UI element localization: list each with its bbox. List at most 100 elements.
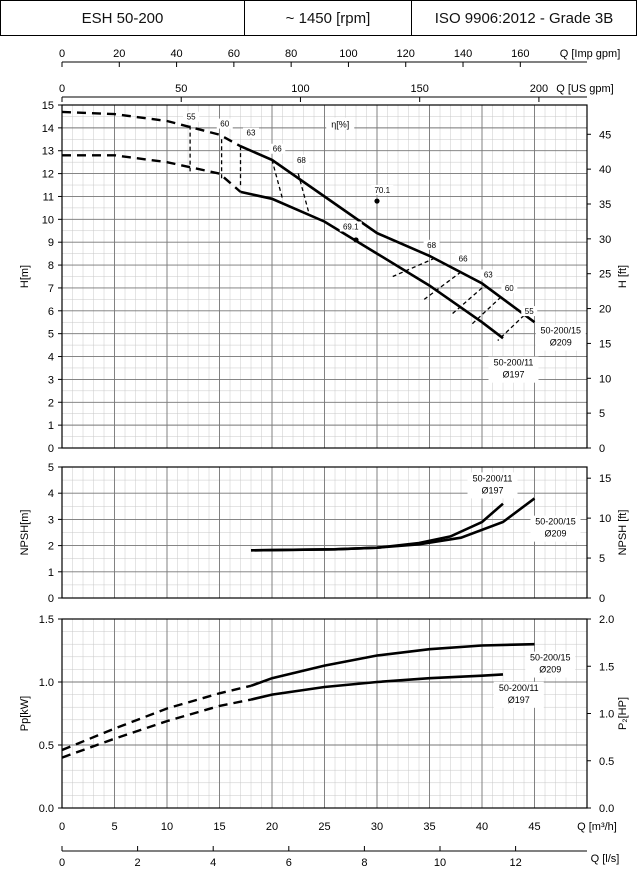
y-tick-label: 13	[42, 146, 54, 158]
x-axis-label: Q [m³/h]	[577, 821, 617, 833]
efficiency-label-bg	[521, 306, 538, 317]
best-efficiency-point	[374, 198, 380, 204]
imp-gpm-tick-label: 0	[59, 48, 65, 60]
y-axis-label: NPSH[m]	[19, 510, 31, 556]
y-tick-label: 7	[48, 283, 54, 295]
efficiency-label-bg	[455, 253, 472, 264]
series-label-model: 50-200/11	[473, 473, 513, 483]
lps-tick-label: 4	[210, 857, 216, 869]
y-tick-label: 12	[42, 169, 54, 181]
header-model-text: ESH 50-200	[81, 9, 164, 27]
eta-label: η[%]	[331, 120, 349, 130]
x-tick-label: 40	[476, 821, 488, 833]
y2-tick-label: 15	[599, 338, 611, 350]
power-panel	[58, 618, 591, 809]
series-label-diameter: Ø209	[544, 529, 566, 539]
bep-label-bg	[371, 184, 394, 195]
y-tick-label: 3	[48, 514, 54, 526]
lps-tick-label: 2	[135, 857, 141, 869]
bep-label-bg	[339, 221, 362, 232]
power-curve-209-dashed	[61, 684, 252, 752]
header-standard-text: ISO 9906:2012 - Grade 3B	[434, 9, 614, 27]
imp-gpm-tick-label: 160	[511, 48, 529, 60]
imp-gpm-tick-label: 140	[454, 48, 472, 60]
y-tick-label: 1.0	[39, 677, 54, 689]
imp-gpm-tick-label: 20	[113, 48, 125, 60]
y-tick-label: 3	[48, 374, 54, 386]
y-tick-label: 0	[48, 593, 54, 605]
efficiency-line	[497, 314, 525, 341]
series-label-model: 50-200/15	[530, 653, 571, 663]
series-label-model: 50-200/11	[494, 358, 534, 368]
y-tick-label: 1.5	[39, 614, 54, 626]
header-speed: ~ 1450 [rpm]	[244, 0, 412, 36]
series-label-model: 50-200/15	[540, 326, 581, 336]
y-axis-label: Pp[kW]	[19, 696, 31, 731]
lps-tick-label: 8	[361, 857, 367, 869]
efficiency-label: 68	[427, 241, 436, 250]
series-label-bg	[488, 356, 539, 383]
series-label-model: 50-200/15	[535, 517, 576, 527]
bep-label: 69.1	[343, 222, 359, 231]
series-label-bg	[493, 681, 544, 708]
us-gpm-tick-label: 50	[175, 83, 187, 95]
imp-gpm-tick-label: 80	[285, 48, 297, 60]
y2-tick-label: 25	[599, 269, 611, 281]
series-label-bg	[535, 324, 586, 351]
efficiency-label: 60	[220, 120, 229, 129]
eta-label-bg	[326, 117, 355, 130]
x-tick-label: 5	[111, 821, 117, 833]
y-tick-label: 6	[48, 306, 54, 318]
y-tick-label: 14	[42, 123, 54, 135]
npsh-panel	[58, 466, 591, 599]
y2-tick-label: 2.0	[599, 614, 614, 626]
lps-tick-label: 10	[434, 857, 446, 869]
y2-tick-label: 45	[599, 129, 611, 141]
y-axis-label: H[m]	[19, 265, 31, 288]
efficiency-label: 68	[297, 156, 306, 165]
efficiency-label-bg	[183, 111, 200, 122]
y2-tick-label: 1.0	[599, 709, 614, 721]
y-tick-label: 2	[48, 541, 54, 553]
imp-gpm-tick-label: 100	[339, 48, 357, 60]
series-label-diameter: Ø197	[508, 695, 530, 705]
x-tick-label: 30	[371, 821, 383, 833]
series-label-diameter: Ø197	[502, 370, 524, 380]
efficiency-label-bg	[216, 118, 233, 129]
y2-tick-label: 0.0	[599, 803, 614, 815]
header-standard: ISO 9906:2012 - Grade 3B	[411, 0, 637, 36]
x-tick-label: 15	[213, 821, 225, 833]
head-panel	[58, 104, 591, 449]
x-tick-label: 25	[318, 821, 330, 833]
y-tick-label: 15	[42, 100, 54, 112]
y-tick-label: 11	[43, 191, 54, 203]
us-gpm-tick-label: 0	[59, 83, 65, 95]
efficiency-line	[423, 271, 462, 300]
y2-tick-label: 0	[599, 443, 605, 455]
head-curve-197	[240, 190, 504, 340]
x-tick-label: 10	[161, 821, 173, 833]
y2-tick-label: 5	[599, 408, 605, 420]
header-model: ESH 50-200	[0, 0, 245, 36]
y-tick-label: 2	[48, 397, 54, 409]
power-curve-209	[250, 642, 535, 688]
head-curve-197-dashed	[62, 154, 242, 193]
npsh-curve-209	[250, 497, 536, 552]
series-label-bg	[530, 515, 581, 542]
power-curve-197-dashed	[61, 698, 252, 759]
y2-tick-label: 0	[599, 593, 605, 605]
series-label-bg	[467, 472, 518, 499]
y2-axis-label: NPSH [ft]	[617, 510, 629, 556]
efficiency-label: 66	[273, 145, 282, 154]
power-frame	[61, 618, 588, 809]
imp-gpm-tick-label: 40	[170, 48, 182, 60]
y2-tick-label: 0.5	[599, 756, 614, 768]
y2-tick-label: 5	[599, 553, 605, 565]
y2-tick-label: 15	[599, 473, 611, 485]
efficiency-line	[392, 257, 436, 278]
y2-tick-label: 20	[599, 304, 611, 316]
series-label-bg	[525, 651, 576, 678]
y2-axis-label: P₂[HP]	[617, 697, 629, 730]
us-gpm-tick-label: 200	[530, 83, 548, 95]
y-tick-label: 1	[48, 567, 54, 579]
